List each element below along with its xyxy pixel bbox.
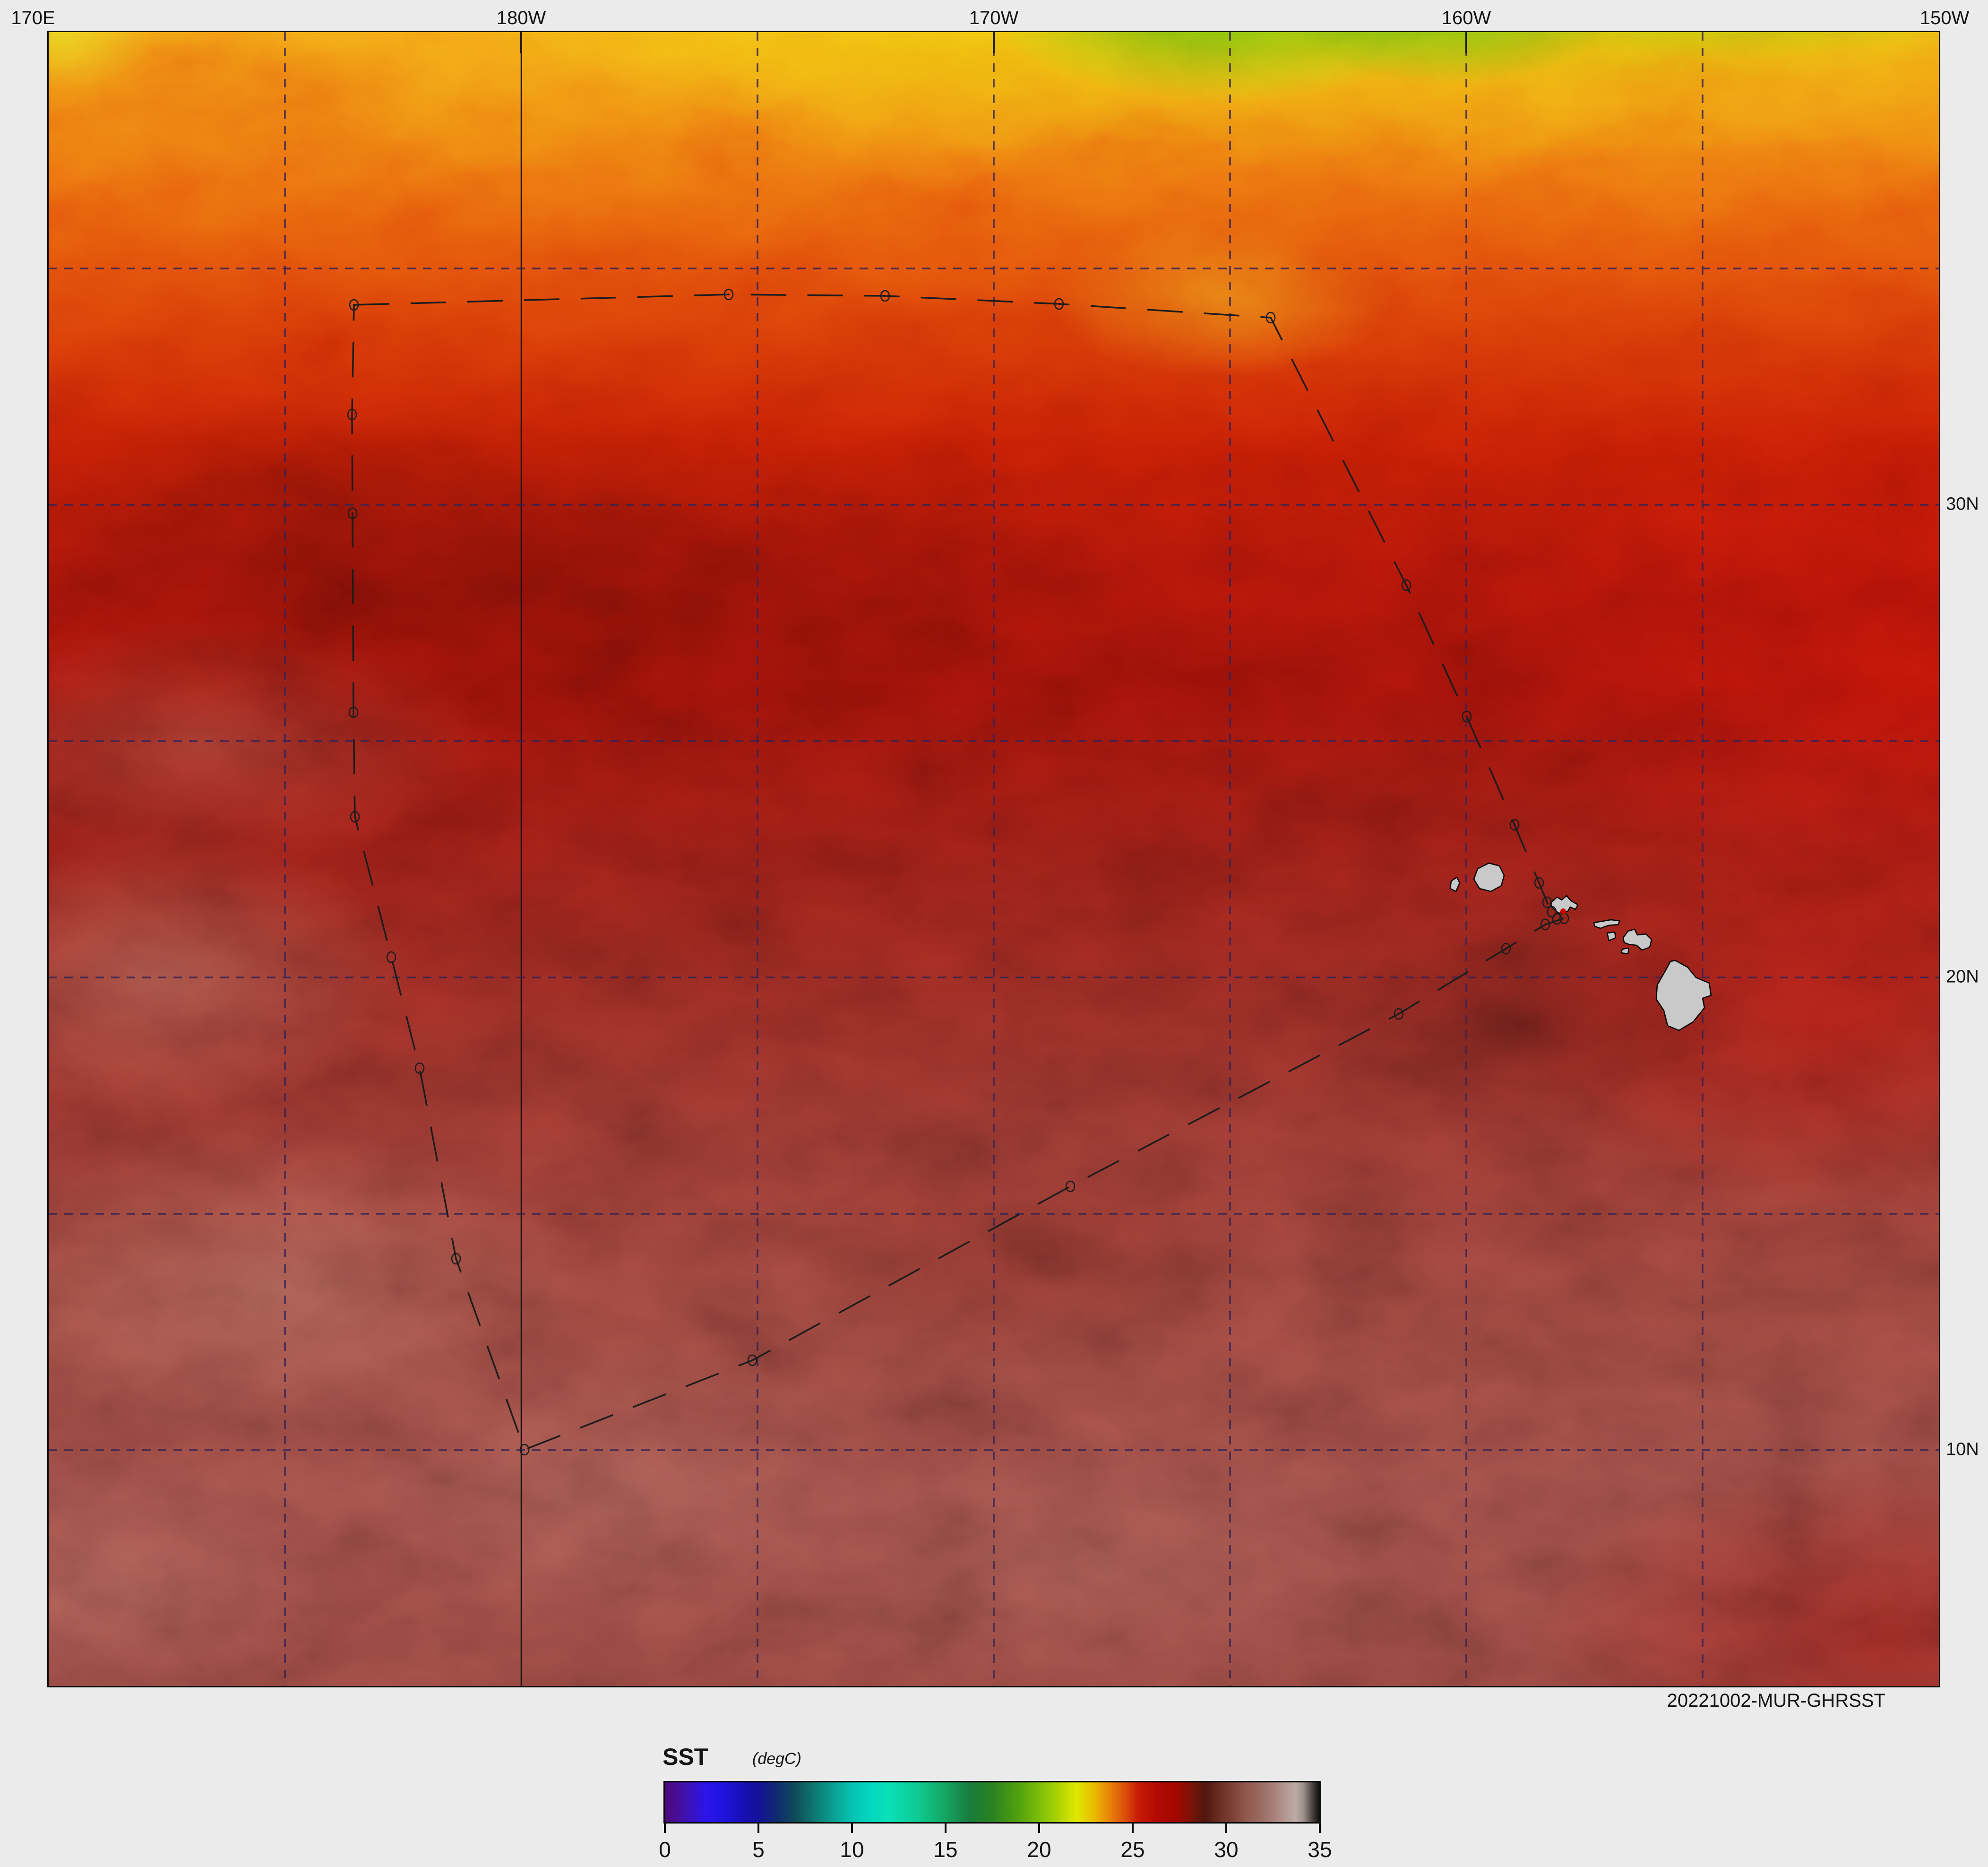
colorbar-tick-label: 0 (659, 1837, 671, 1862)
colorbar (663, 1781, 1321, 1824)
lat-label-30N: 30N (1946, 494, 1979, 514)
track-marker (451, 1253, 461, 1265)
track-marker (723, 288, 734, 301)
track-marker (348, 706, 359, 718)
track-marker (747, 1354, 757, 1366)
track-marker (519, 1443, 530, 1456)
track-marker (386, 951, 396, 963)
colorbar-tick-label: 15 (933, 1837, 958, 1862)
lon-label-170W: 170W (969, 8, 1019, 28)
track-marker (1054, 298, 1064, 310)
island-lanai (1606, 931, 1617, 942)
track-marker (349, 299, 359, 311)
lon-label-180W: 180W (496, 8, 546, 28)
colorbar-units: (degC) (752, 1750, 801, 1768)
island-kauai (1473, 862, 1505, 892)
track-marker (347, 507, 358, 519)
island-big-island (1655, 959, 1712, 1031)
track-line (351, 294, 1565, 1451)
map-area (47, 31, 1940, 1687)
track-red-dot (1560, 908, 1566, 914)
track-marker (1542, 896, 1552, 908)
colorbar-tick-label: 35 (1308, 1837, 1332, 1862)
lat-label-10N: 10N (1946, 1439, 1979, 1460)
colorbar-tick (851, 1824, 853, 1833)
island-molokai (1593, 919, 1620, 929)
track-marker (414, 1062, 425, 1074)
colorbar-tick (1038, 1824, 1040, 1833)
track-marker (1534, 877, 1544, 889)
colorbar-title: SST (663, 1744, 709, 1770)
track-marker (1552, 913, 1562, 925)
colorbar-tick (664, 1824, 666, 1833)
track-marker (350, 811, 360, 823)
island-kahoolawe (1620, 947, 1630, 955)
lat-label-20N: 20N (1946, 967, 1979, 987)
map-overlay (49, 32, 1939, 1686)
colorbar-tick-label: 10 (840, 1837, 864, 1862)
track-marker (880, 290, 890, 302)
track-marker (1547, 906, 1557, 918)
track-marker (1401, 579, 1411, 591)
island-niihau (1449, 876, 1461, 892)
colorbar-tick (1319, 1824, 1321, 1833)
colorbar-tick (757, 1824, 759, 1833)
lon-label-160W: 160W (1441, 8, 1491, 28)
track-marker (1265, 311, 1276, 324)
track-marker (1501, 942, 1511, 955)
colorbar-tick (1225, 1824, 1227, 1833)
lon-label-170E: 170E (11, 8, 55, 28)
date-label: 20221002-MUR-GHRSST (1667, 1690, 1885, 1711)
track-marker (1462, 710, 1472, 723)
lon-label-150W: 150W (1919, 8, 1970, 28)
colorbar-tick-label: 25 (1120, 1837, 1145, 1862)
track-marker (347, 408, 357, 421)
track-marker (1540, 918, 1550, 931)
colorbar-tick-label: 5 (752, 1837, 765, 1862)
colorbar-tick (1132, 1824, 1134, 1833)
track-marker (1065, 1180, 1076, 1193)
colorbar-tick (945, 1824, 947, 1833)
colorbar-tick-label: 20 (1027, 1837, 1051, 1862)
island-maui (1622, 928, 1652, 951)
colorbar-tick-label: 30 (1214, 1837, 1239, 1862)
track-marker (1509, 819, 1520, 831)
track-marker (1394, 1008, 1404, 1020)
